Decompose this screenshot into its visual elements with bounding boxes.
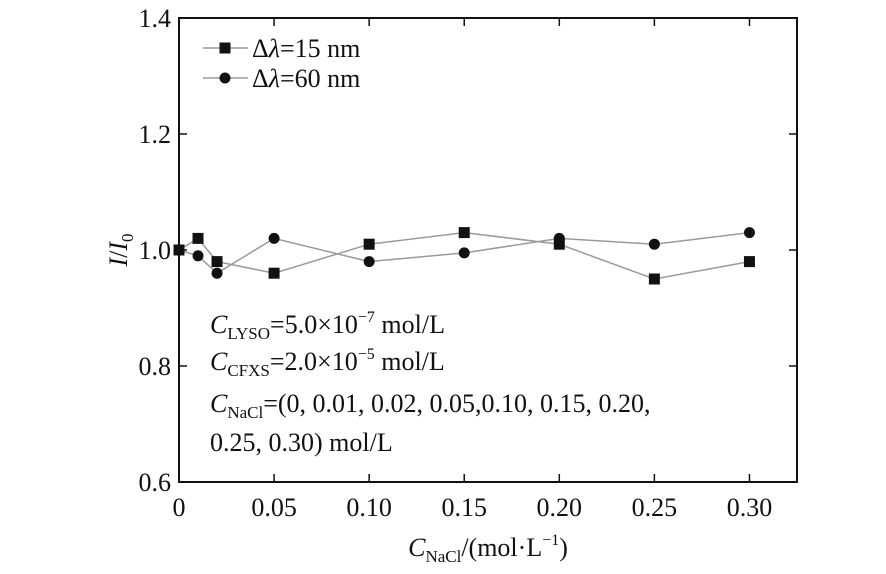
data-point-60nm	[363, 256, 375, 268]
data-point-15nm	[211, 256, 223, 268]
x-tick-label: 0	[173, 493, 186, 522]
annotation-block: CLYSO=5.0×10−7 mol/L CCFXS=2.0×10−5 mol/…	[210, 309, 651, 457]
x-tick-label: 0.15	[441, 493, 487, 522]
annotation-lyso: CLYSO=5.0×10−7 mol/L	[210, 309, 445, 343]
data-point-60nm	[743, 227, 755, 239]
x-tick-label: 0.25	[632, 493, 678, 522]
data-point-60nm	[458, 247, 470, 259]
x-axis-label: CNaCl/(mol·L−1)	[408, 532, 568, 566]
legend-marker-square	[219, 42, 231, 54]
x-tick-label: 0.20	[537, 493, 583, 522]
data-point-15nm	[268, 267, 280, 279]
data-point-15nm	[192, 232, 204, 244]
data-point-15nm	[363, 238, 375, 250]
y-tick-label: 1.2	[139, 120, 172, 149]
data-point-60nm	[211, 267, 223, 279]
data-point-15nm	[553, 238, 565, 250]
y-tick-labels: 0.6 0.8 1.0 1.2 1.4	[139, 4, 172, 497]
annotation-cfxs: CCFXS=2.0×10−5 mol/L	[210, 346, 445, 380]
data-point-60nm	[192, 250, 204, 262]
axis-ticks	[178, 17, 797, 483]
annotation-nacl-cont: 0.25, 0.30) mol/L	[210, 428, 393, 457]
x-tick-label: 0.05	[251, 493, 297, 522]
data-point-15nm	[648, 273, 660, 285]
series-markers	[173, 227, 755, 285]
legend-marker-circle	[219, 72, 231, 84]
data-point-15nm	[458, 227, 470, 239]
data-point-60nm	[648, 238, 660, 250]
y-tick-label: 1.0	[139, 236, 172, 265]
y-tick-label: 0.8	[139, 352, 172, 381]
data-point-60nm	[173, 244, 185, 256]
data-point-60nm	[268, 232, 280, 244]
annotation-nacl: CNaCl=(0, 0.01, 0.02, 0.05,0.10, 0.15, 0…	[210, 389, 651, 422]
data-point-60nm	[553, 232, 565, 244]
legend-label-60nm: Δλ=60 nm	[252, 64, 360, 93]
y-axis-label: I/I0	[104, 233, 137, 267]
legend: Δλ=15 nm Δλ=60 nm	[203, 34, 360, 93]
data-point-15nm	[743, 256, 755, 268]
x-tick-labels: 0 0.05 0.10 0.15 0.20 0.25 0.30	[173, 493, 773, 522]
y-tick-label: 0.6	[139, 468, 172, 497]
x-tick-label: 0.30	[727, 493, 773, 522]
legend-label-15nm: Δλ=15 nm	[252, 34, 360, 63]
y-tick-label: 1.4	[139, 4, 172, 33]
x-tick-label: 0.10	[346, 493, 392, 522]
